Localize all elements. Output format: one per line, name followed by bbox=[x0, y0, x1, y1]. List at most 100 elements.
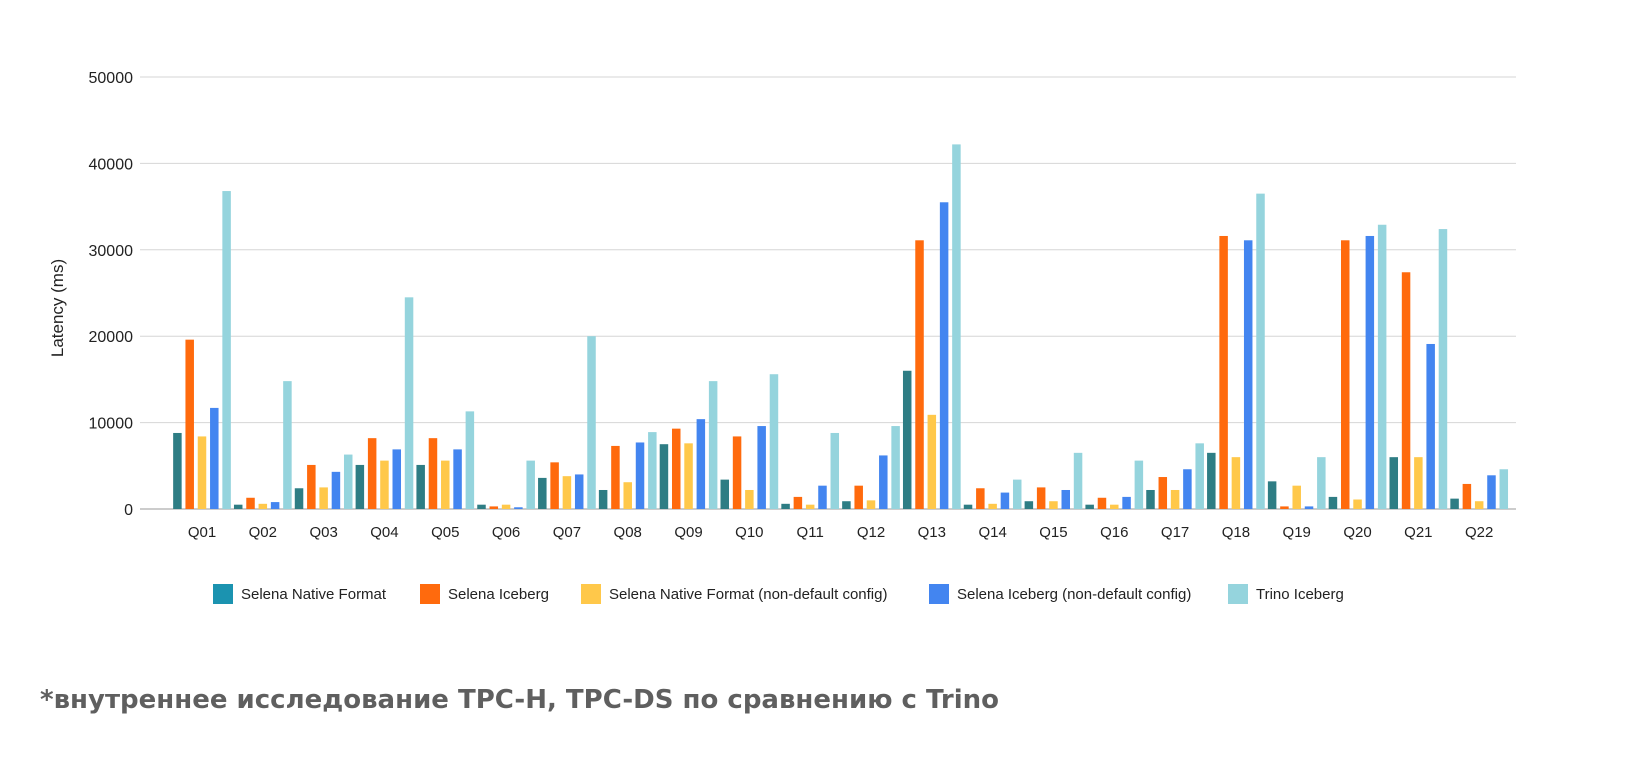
x-tick-label: Q08 bbox=[614, 524, 642, 541]
bar bbox=[1146, 489, 1155, 509]
bar bbox=[708, 381, 718, 509]
bar bbox=[927, 414, 937, 509]
bar bbox=[477, 504, 486, 509]
bar bbox=[988, 503, 997, 509]
bar bbox=[1256, 193, 1265, 509]
bar bbox=[270, 502, 280, 509]
bar bbox=[428, 438, 438, 509]
x-tick-label: Q04 bbox=[370, 524, 398, 541]
bar bbox=[550, 462, 559, 509]
bar bbox=[781, 503, 790, 509]
bar bbox=[1328, 496, 1338, 509]
x-tick-label: Q22 bbox=[1465, 524, 1493, 541]
y-tick-label: 10000 bbox=[89, 416, 134, 433]
bar bbox=[611, 445, 620, 509]
bar bbox=[319, 487, 328, 509]
bar bbox=[1158, 477, 1168, 509]
bar bbox=[745, 489, 754, 509]
bars bbox=[173, 144, 1509, 509]
bar bbox=[197, 436, 207, 509]
bar bbox=[1073, 452, 1083, 509]
x-tick-label: Q21 bbox=[1404, 524, 1432, 541]
bar bbox=[902, 370, 912, 509]
x-tick-label: Q16 bbox=[1100, 524, 1128, 541]
bar bbox=[757, 426, 766, 509]
bar bbox=[283, 381, 292, 509]
x-tick-label: Q18 bbox=[1222, 524, 1250, 541]
legend-label: Selena Native Format (non-default config… bbox=[609, 586, 887, 603]
bar bbox=[416, 464, 425, 509]
bar bbox=[233, 504, 243, 509]
bar bbox=[501, 504, 511, 509]
bar bbox=[489, 506, 499, 509]
bar bbox=[891, 426, 900, 509]
bar bbox=[1012, 479, 1022, 509]
bar bbox=[732, 436, 742, 509]
bar bbox=[538, 477, 547, 509]
bar bbox=[294, 488, 304, 509]
bar bbox=[671, 428, 681, 509]
legend-swatch bbox=[929, 584, 949, 604]
bar bbox=[1024, 501, 1034, 509]
bar bbox=[1219, 235, 1228, 509]
bar bbox=[355, 464, 365, 509]
bar bbox=[1317, 457, 1326, 509]
bar bbox=[562, 476, 572, 509]
legend-label: Selena Iceberg (non-default config) bbox=[957, 586, 1191, 603]
y-tick-label: 50000 bbox=[89, 70, 134, 87]
bar bbox=[1389, 457, 1399, 509]
bar bbox=[1207, 452, 1216, 509]
x-tick-label: Q12 bbox=[857, 524, 885, 541]
bar bbox=[258, 503, 268, 509]
bar bbox=[1304, 506, 1314, 509]
y-tick-label: 0 bbox=[124, 502, 133, 519]
y-tick-label: 20000 bbox=[89, 329, 134, 346]
bar bbox=[842, 501, 851, 509]
bar bbox=[465, 411, 475, 509]
bar bbox=[1231, 457, 1241, 509]
bar bbox=[1487, 475, 1496, 509]
bar bbox=[623, 482, 632, 509]
x-tick-label: Q03 bbox=[309, 524, 337, 541]
x-tick-label: Q05 bbox=[431, 524, 459, 541]
bar bbox=[1036, 487, 1046, 509]
bar bbox=[648, 432, 657, 509]
bar bbox=[404, 297, 414, 509]
bar bbox=[598, 489, 608, 509]
x-tick-label: Q19 bbox=[1283, 524, 1311, 541]
bar bbox=[854, 485, 863, 509]
legend-swatch bbox=[581, 584, 601, 604]
bar bbox=[392, 449, 402, 509]
x-tick-label: Q17 bbox=[1161, 524, 1189, 541]
y-axis-label: Latency (ms) bbox=[48, 259, 67, 357]
bar bbox=[307, 464, 316, 509]
bar bbox=[720, 479, 730, 509]
bar bbox=[1267, 481, 1277, 509]
bar bbox=[1426, 343, 1435, 509]
bar bbox=[1134, 460, 1144, 509]
bar bbox=[696, 419, 706, 509]
x-tick-label: Q14 bbox=[978, 524, 1006, 541]
bar bbox=[380, 460, 389, 509]
legend-swatch bbox=[1228, 584, 1248, 604]
bar bbox=[866, 500, 876, 509]
y-tick-label: 30000 bbox=[89, 243, 134, 260]
x-tick-label: Q07 bbox=[553, 524, 581, 541]
legend: Selena Native Format Selena Iceberg Selena… bbox=[213, 584, 1344, 604]
bar bbox=[1110, 504, 1119, 509]
bar bbox=[343, 454, 353, 509]
bar bbox=[659, 444, 669, 509]
bar bbox=[1280, 506, 1289, 509]
bar bbox=[1195, 443, 1204, 509]
bar bbox=[1377, 224, 1387, 509]
bar bbox=[453, 449, 462, 509]
bar bbox=[1450, 498, 1459, 509]
bar bbox=[939, 202, 949, 509]
x-tick-label: Q15 bbox=[1039, 524, 1067, 541]
legend-swatch bbox=[420, 584, 440, 604]
bar bbox=[1085, 504, 1094, 509]
y-axis-ticks: 0 10000 20000 30000 40000 50000 bbox=[89, 70, 134, 519]
bar bbox=[1414, 457, 1423, 509]
bar bbox=[915, 240, 924, 509]
